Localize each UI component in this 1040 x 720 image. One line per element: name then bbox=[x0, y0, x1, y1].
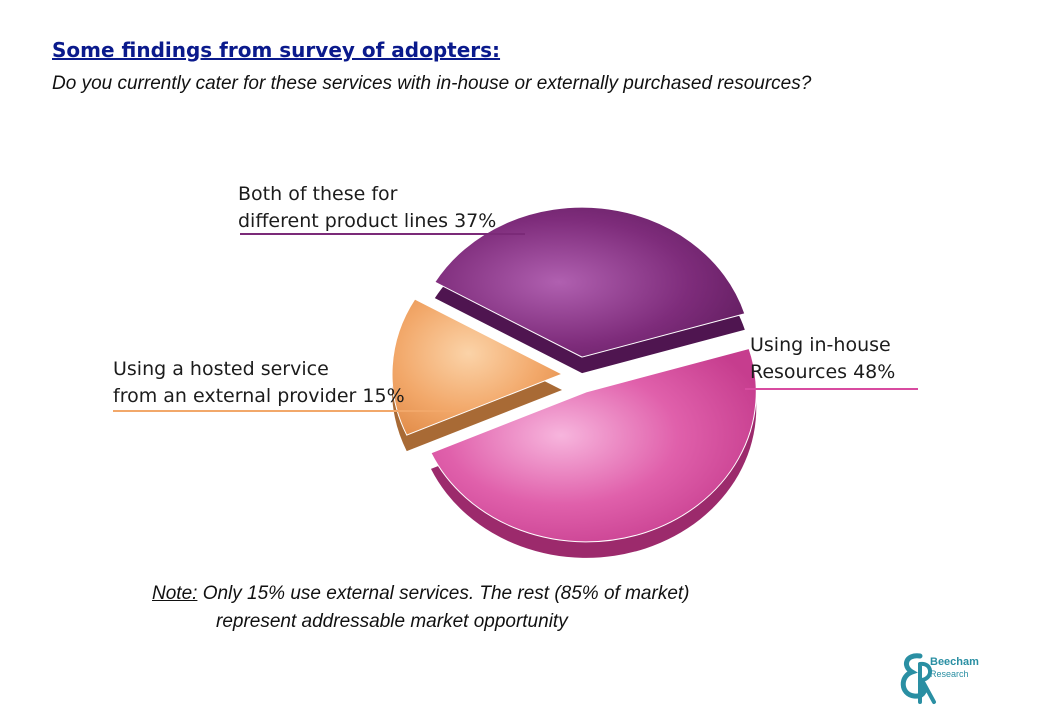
beecham-research-logo: Beecham Research bbox=[898, 650, 998, 710]
logo-line2: Research bbox=[930, 669, 969, 679]
slice-both bbox=[434, 206, 746, 358]
label-hosted-line1: Using a hosted service bbox=[113, 358, 329, 380]
logo-text: Beecham Research bbox=[930, 656, 979, 680]
note-line2: represent addressable market opportunity bbox=[216, 611, 568, 632]
label-inhouse-line2: Resources 48% bbox=[750, 361, 896, 383]
label-hosted-line2: from an external provider 15% bbox=[113, 385, 405, 407]
slice-hosted bbox=[391, 298, 564, 436]
page-title: Some findings from survey of adopters: bbox=[52, 38, 501, 62]
note-line1: Only 15% use external services. The rest… bbox=[197, 583, 690, 604]
slice-inhouse bbox=[430, 347, 757, 543]
logo-monogram-icon bbox=[900, 653, 936, 704]
note-text: Note: Only 15% use external services. Th… bbox=[152, 580, 690, 636]
label-inhouse-resources: Using in-house Resources 48% bbox=[750, 332, 895, 386]
label-both-line2: different product lines 37% bbox=[238, 210, 497, 232]
label-inhouse-line1: Using in-house bbox=[750, 334, 891, 356]
label-hosted-service: Using a hosted service from an external … bbox=[113, 356, 405, 410]
label-both-line1: Both of these for bbox=[238, 183, 398, 205]
note-prefix: Note: bbox=[152, 583, 198, 604]
survey-question: Do you currently cater for these service… bbox=[52, 73, 812, 94]
label-both-product-lines: Both of these for different product line… bbox=[238, 181, 496, 235]
logo-line1: Beecham bbox=[930, 656, 979, 668]
